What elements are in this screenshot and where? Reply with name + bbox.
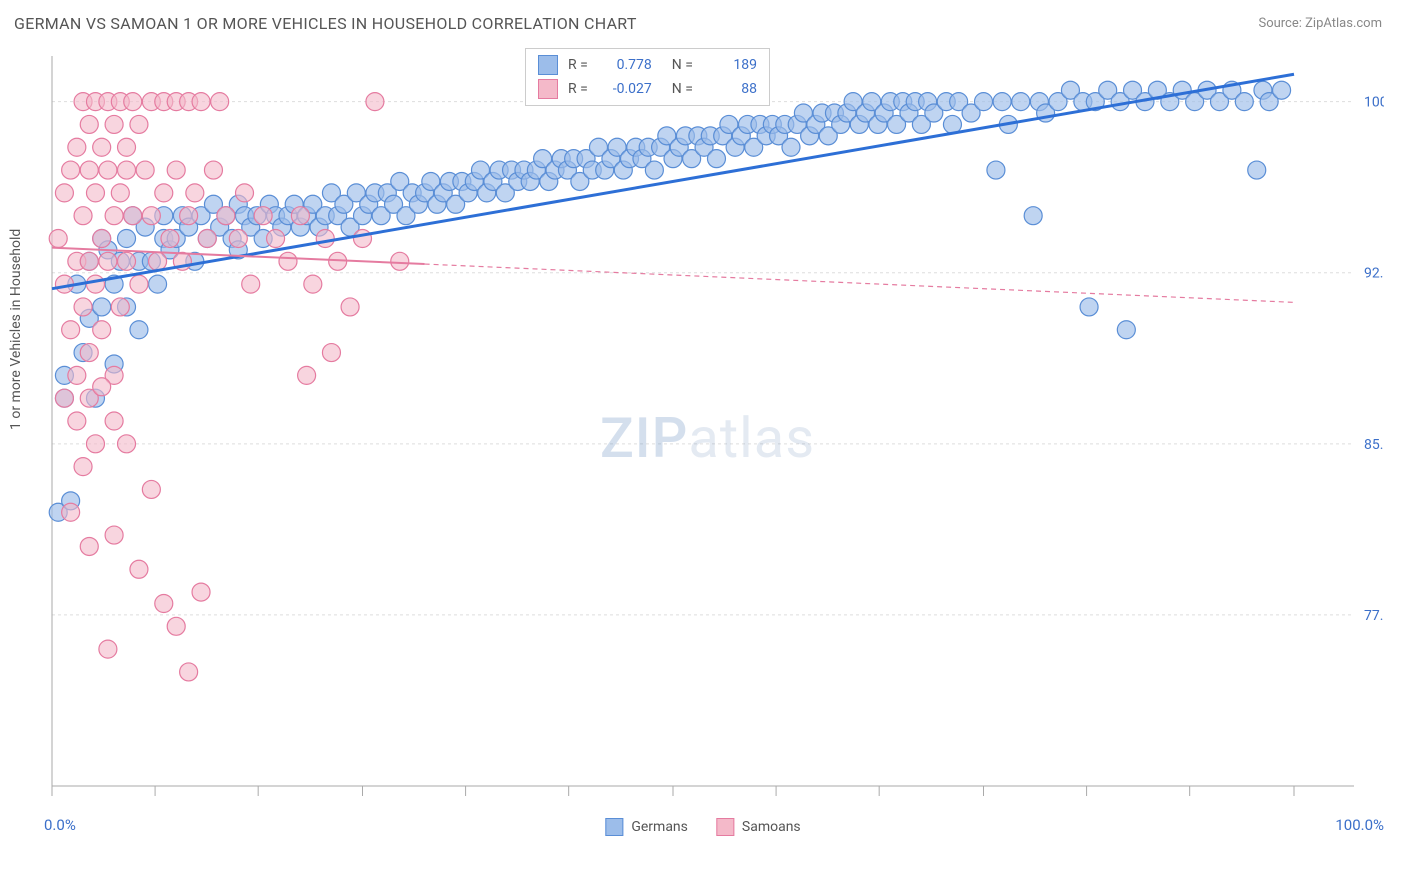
- legend-row: R =0.778N =189: [526, 53, 769, 77]
- svg-text:77.5%: 77.5%: [1364, 608, 1384, 624]
- legend-item: Germans: [605, 818, 688, 836]
- chart-title: GERMAN VS SAMOAN 1 OR MORE VEHICLES IN H…: [14, 14, 637, 33]
- legend-swatch: [716, 818, 734, 836]
- scatter-chart: 77.5% 85.0% 92.5% 100.0%: [44, 46, 1384, 806]
- y-axis-label: 1 or more Vehicles in Household: [8, 229, 24, 430]
- svg-text:85.0%: 85.0%: [1364, 437, 1384, 453]
- legend-item: Samoans: [716, 818, 801, 836]
- source-label: Source: ZipAtlas.com: [1258, 16, 1382, 31]
- legend-swatch: [538, 55, 558, 75]
- chart-area: 77.5% 85.0% 92.5% 100.0%: [44, 46, 1384, 806]
- legend-row: R =-0.027N =88: [526, 77, 769, 101]
- svg-text:92.5%: 92.5%: [1364, 266, 1384, 282]
- legend-swatch: [538, 79, 558, 99]
- legend-swatch: [605, 818, 623, 836]
- series-legend: Germans Samoans: [605, 818, 800, 836]
- x-axis-min-label: 0.0%: [44, 816, 76, 834]
- correlation-legend: R =0.778N =189R =-0.027N =88: [525, 48, 770, 106]
- svg-text:100.0%: 100.0%: [1364, 95, 1384, 111]
- x-axis-max-label: 100.0%: [1335, 816, 1384, 834]
